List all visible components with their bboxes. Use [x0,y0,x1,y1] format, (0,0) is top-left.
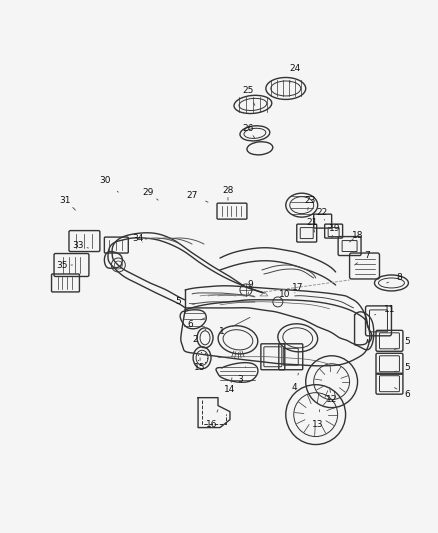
Text: 4: 4 [292,373,298,392]
Text: 35: 35 [57,261,72,270]
Text: 9: 9 [247,280,253,295]
Text: 1: 1 [219,318,250,336]
Text: 5: 5 [395,363,410,372]
Text: 16: 16 [206,410,218,429]
Text: 23: 23 [304,196,315,210]
Text: 31: 31 [60,196,75,210]
Text: 17: 17 [292,284,304,293]
Text: 22: 22 [316,208,327,220]
Text: 26: 26 [242,124,255,139]
Text: 8: 8 [387,273,402,283]
Text: 12: 12 [326,387,337,404]
Text: 10: 10 [279,290,290,300]
Text: 28: 28 [222,185,233,200]
Text: 25: 25 [242,86,255,106]
Text: 14: 14 [224,378,236,394]
Text: 6: 6 [187,318,205,329]
Text: 5: 5 [395,337,410,350]
Text: 13: 13 [312,410,323,429]
Text: 2: 2 [192,329,206,344]
Text: 27: 27 [187,191,208,202]
Text: 5: 5 [175,297,194,306]
Text: 24: 24 [289,64,300,83]
Text: 15: 15 [194,358,206,372]
Text: 18: 18 [350,231,363,242]
Text: 34: 34 [133,233,144,243]
Text: 19: 19 [329,224,340,238]
Text: 33: 33 [73,240,88,249]
Text: 3: 3 [237,367,246,384]
Text: 21: 21 [306,217,318,232]
Text: 6: 6 [395,387,410,399]
Text: 30: 30 [99,176,118,192]
Text: 29: 29 [142,188,158,200]
Text: 11: 11 [374,305,395,315]
Text: 7: 7 [355,251,371,265]
